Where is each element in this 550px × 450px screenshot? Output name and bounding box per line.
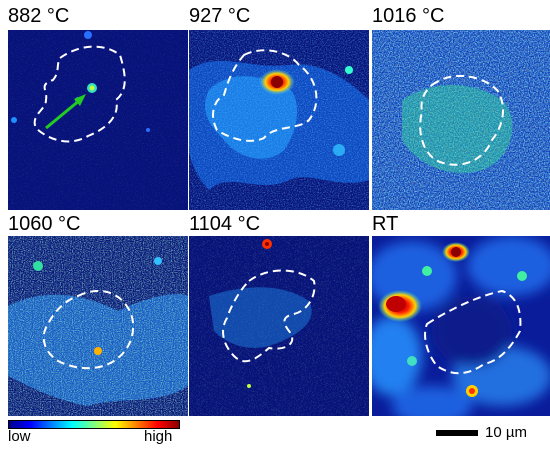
panel-label-1104: 1104 °C xyxy=(189,213,261,235)
map-panel-1016 xyxy=(372,30,550,210)
green-arrow-head xyxy=(74,94,86,106)
panel-label-927: 927 °C xyxy=(189,5,251,27)
grain-boundary-outline xyxy=(424,289,522,375)
colorbar xyxy=(8,420,180,429)
colorbar-high-label: high xyxy=(144,428,173,445)
scale-bar-label: 10 µm xyxy=(485,424,527,441)
panel-label-1060: 1060 °C xyxy=(8,213,81,235)
map-panel-927 xyxy=(189,30,369,210)
green-arrow-shaft xyxy=(45,98,81,130)
map-panel-1060 xyxy=(8,236,188,416)
panel-label-rt: RT xyxy=(372,213,399,235)
map-panel-882 xyxy=(8,30,188,210)
map-panel-1104 xyxy=(189,236,369,416)
map-image-882 xyxy=(8,30,188,210)
grain-boundary-outline xyxy=(222,269,316,363)
panel-label-882: 882 °C xyxy=(8,5,70,27)
map-image-1104 xyxy=(189,236,369,416)
panel-label-1016: 1016 °C xyxy=(372,5,445,27)
scale-bar xyxy=(436,430,478,436)
map-image-1016 xyxy=(372,30,550,210)
grain-boundary-outline xyxy=(212,49,318,142)
grain-boundary-outline xyxy=(33,45,126,143)
map-image-1060 xyxy=(8,236,188,416)
map-image-927 xyxy=(189,30,369,210)
colorbar-low-label: low xyxy=(8,428,31,445)
map-panel-rt xyxy=(372,236,550,416)
grain-boundary-outline xyxy=(42,289,135,370)
map-image-rt xyxy=(372,236,550,416)
